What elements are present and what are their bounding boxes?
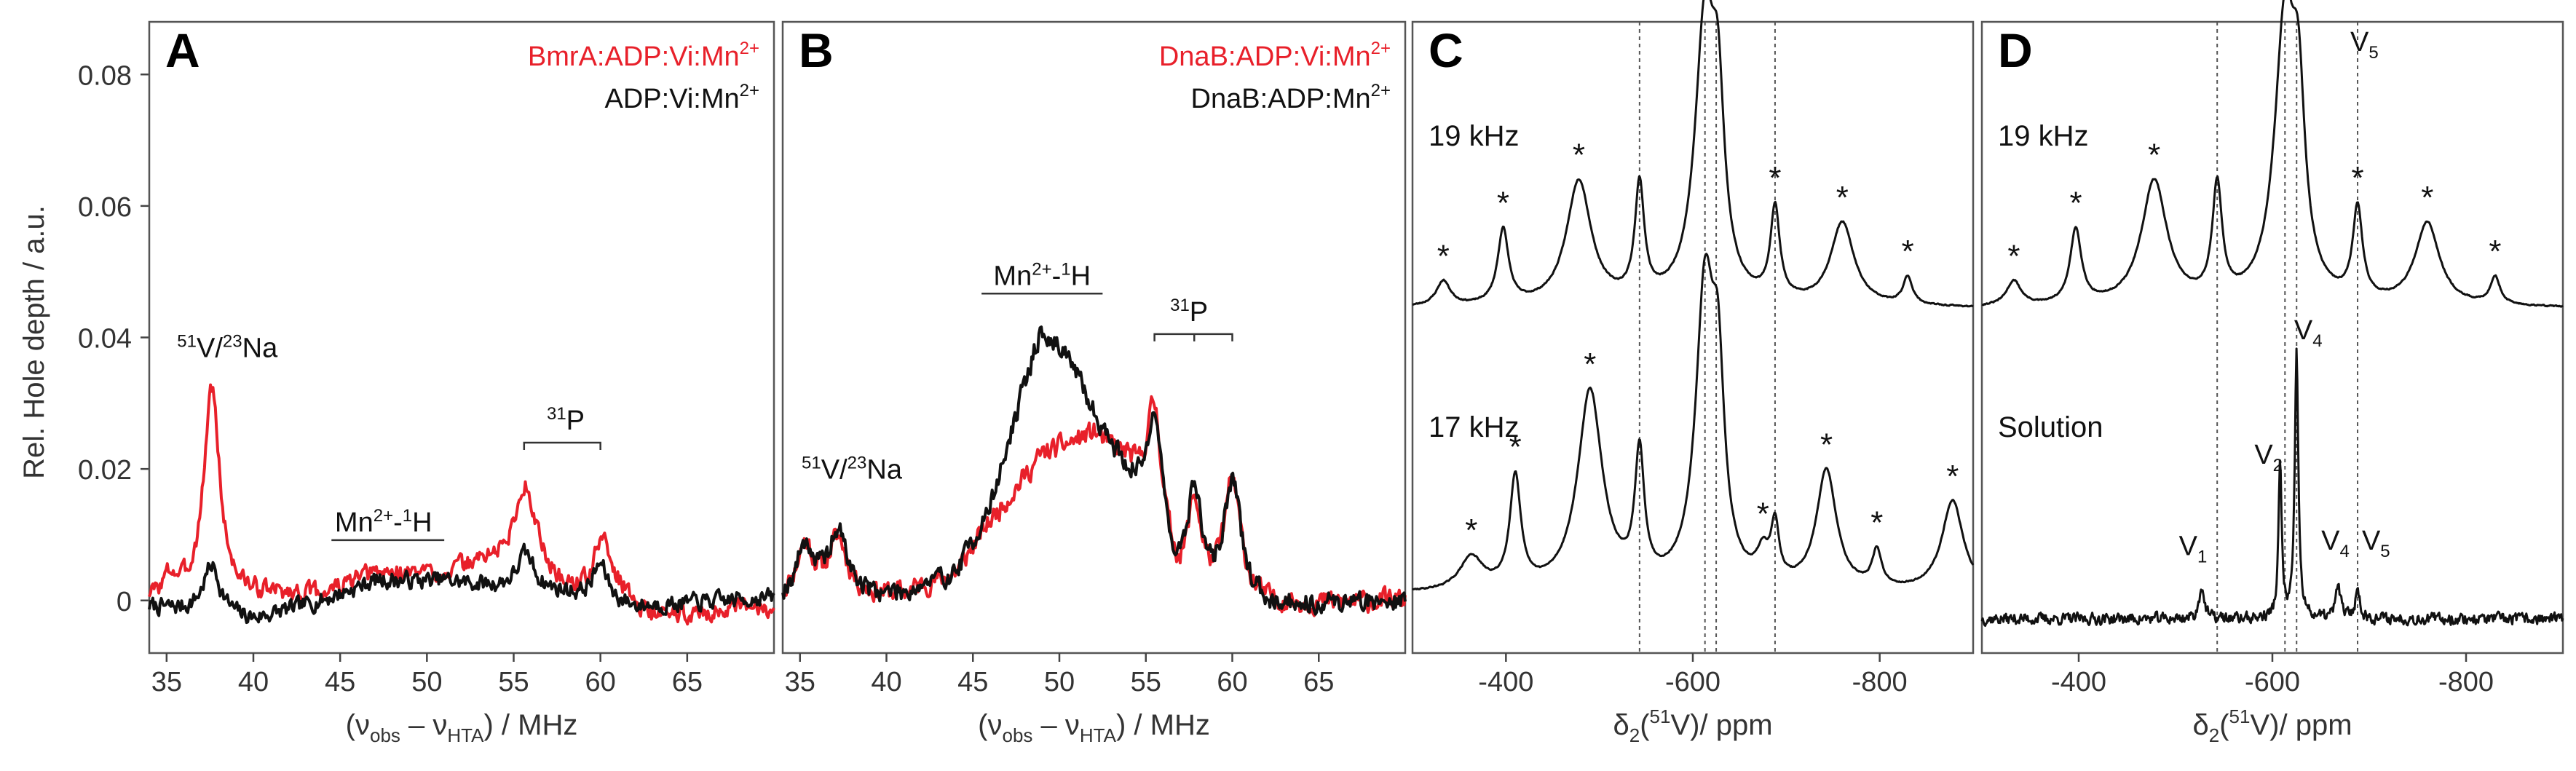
x-axis-label: δ2(51V)/ ppm: [1613, 705, 1772, 746]
sideband-star: *: [2351, 160, 2363, 196]
y-axis: Rel. Hole depth / a.u. 0 0.02 0.04 0.06 0.08: [18, 60, 149, 617]
panel-label: C: [1429, 23, 1463, 77]
x-tick-label: -800: [2438, 667, 2494, 697]
x-tick-label: 60: [585, 667, 616, 697]
x-tick-label: 45: [325, 667, 355, 697]
y-tick-label: 0.04: [78, 324, 132, 355]
sideband-star: *: [1509, 430, 1522, 465]
trace-label: 19 kHz: [1429, 120, 1520, 152]
legend-entry: ADP:Vi:Mn2+: [604, 81, 759, 114]
annotation-vna: 51V/23Na: [802, 454, 903, 486]
legend-entry: DnaB:ADP:Mn2+: [1191, 81, 1391, 114]
site-label: V5: [2350, 27, 2379, 63]
spectrum-c-0: [1412, 0, 1974, 308]
x-tick-label: 50: [411, 667, 442, 697]
panel-label: B: [799, 23, 834, 77]
annotation-mnh: Mn2+-1H: [335, 506, 432, 538]
sideband-star: *: [1757, 496, 1769, 531]
sideband-star: *: [2148, 138, 2160, 173]
sideband-star: *: [1820, 427, 1833, 462]
y-tick-label: 0: [116, 587, 132, 617]
annotation-bracket: [523, 441, 601, 450]
x-axis-label: (νobs – νHTA) / MHz: [346, 709, 578, 746]
x-tick-label: 50: [1044, 667, 1075, 697]
x-tick-label: 65: [1303, 667, 1334, 697]
series-line-b-0: [782, 395, 1407, 617]
annotation-mnh: Mn2+-1H: [993, 259, 1091, 291]
site-label: V4: [2321, 526, 2350, 561]
x-axis-label: δ2(51V)/ ppm: [2192, 705, 2352, 746]
site-label: V2: [2254, 440, 2283, 475]
annotation-p31: 31P: [547, 404, 585, 436]
x-tick-label: -400: [2051, 667, 2106, 697]
y-axis-label: Rel. Hole depth / a.u.: [18, 205, 50, 479]
x-axis-label: (νobs – νHTA) / MHz: [978, 709, 1210, 746]
sideband-star: *: [1870, 505, 1883, 540]
series-line-a-0: [148, 383, 775, 626]
annotation-vna: 51V/23Na: [177, 332, 278, 364]
y-tick-label: 0.02: [78, 455, 132, 486]
x-tick-label: 65: [672, 667, 703, 697]
panel-a: 35 40 45 50 55 60 65 (νobs – νHTA) / MHz A BmrA:A…: [148, 20, 775, 746]
sideband-star: *: [1946, 459, 1959, 494]
x-tick-label: 40: [238, 667, 269, 697]
x-tick-label: 55: [498, 667, 529, 697]
sideband-star: *: [1584, 347, 1596, 382]
annotation-p31: 31P: [1170, 296, 1208, 328]
sideband-star: *: [2007, 239, 2020, 274]
panel-b: 35 40 45 50 55 60 65 (νobs – νHTA) / MHz B DnaB:A…: [781, 20, 1407, 746]
y-tick-label: 0.06: [78, 192, 132, 223]
trace-label: 17 kHz: [1429, 411, 1520, 443]
sideband-star: *: [1497, 186, 1509, 221]
panel-label: D: [1998, 23, 2033, 77]
x-tick-label: 55: [1131, 667, 1161, 697]
site-label: V1: [2197, 0, 2226, 1]
legend-entry: DnaB:ADP:Vi:Mn2+: [1159, 39, 1391, 72]
spectrum-d-0: [1981, 0, 2564, 308]
site-label: V4: [2294, 315, 2323, 351]
plot-frame: [781, 20, 1407, 655]
trace-label: Solution: [1998, 411, 2103, 443]
sideband-star: *: [1769, 160, 1781, 196]
sideband-star: *: [1573, 138, 1585, 173]
sideband-star: *: [1437, 239, 1450, 274]
spectrum-c-1: [1412, 253, 1975, 591]
plot-frame: [1411, 20, 1975, 655]
plot-frame: [1980, 20, 2564, 655]
x-tick-label: 35: [151, 667, 182, 697]
x-tick-label: -400: [1478, 667, 1533, 697]
panel-d: -400 -600 -800 δ2(51V)/ ppm D 19 kHz * * * * * * V1 V…: [1980, 0, 2564, 746]
x-tick-label: 40: [871, 667, 901, 697]
series-line-b-1: [781, 325, 1407, 616]
x-tick-label: -600: [2245, 667, 2300, 697]
x-tick-label: 45: [957, 667, 988, 697]
series-line-a-1: [148, 542, 775, 625]
sideband-star: *: [2489, 234, 2501, 269]
sideband-star: *: [2069, 186, 2082, 221]
x-tick-label: -800: [1852, 667, 1908, 697]
sideband-star: *: [1836, 180, 1849, 216]
spectrum-d-1: [1980, 347, 2564, 627]
site-label: V5: [2362, 526, 2390, 561]
sideband-star: *: [1902, 234, 1914, 269]
site-label: V1: [2179, 531, 2208, 567]
plot-frame: [148, 20, 775, 655]
panel-label: A: [165, 23, 200, 77]
x-tick-label: 35: [785, 667, 815, 697]
x-tick-label: 60: [1217, 667, 1247, 697]
legend-entry: BmrA:ADP:Vi:Mn2+: [528, 39, 759, 72]
trace-label: 19 kHz: [1998, 120, 2089, 152]
sideband-star: *: [1465, 513, 1477, 548]
y-tick-label: 0.08: [78, 60, 132, 91]
sideband-star: *: [2421, 180, 2433, 216]
x-tick-label: -600: [1665, 667, 1720, 697]
